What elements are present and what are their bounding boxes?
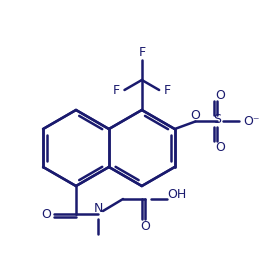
Text: O: O — [215, 89, 225, 102]
Text: N: N — [93, 202, 103, 216]
Text: S: S — [214, 113, 221, 126]
Text: F: F — [113, 83, 120, 96]
Text: O: O — [41, 207, 51, 220]
Text: F: F — [163, 83, 171, 96]
Text: O: O — [215, 141, 225, 154]
Text: OH: OH — [167, 188, 187, 201]
Text: O: O — [190, 109, 200, 122]
Text: O: O — [140, 219, 150, 232]
Text: F: F — [138, 47, 145, 60]
Text: O⁻: O⁻ — [243, 115, 260, 128]
